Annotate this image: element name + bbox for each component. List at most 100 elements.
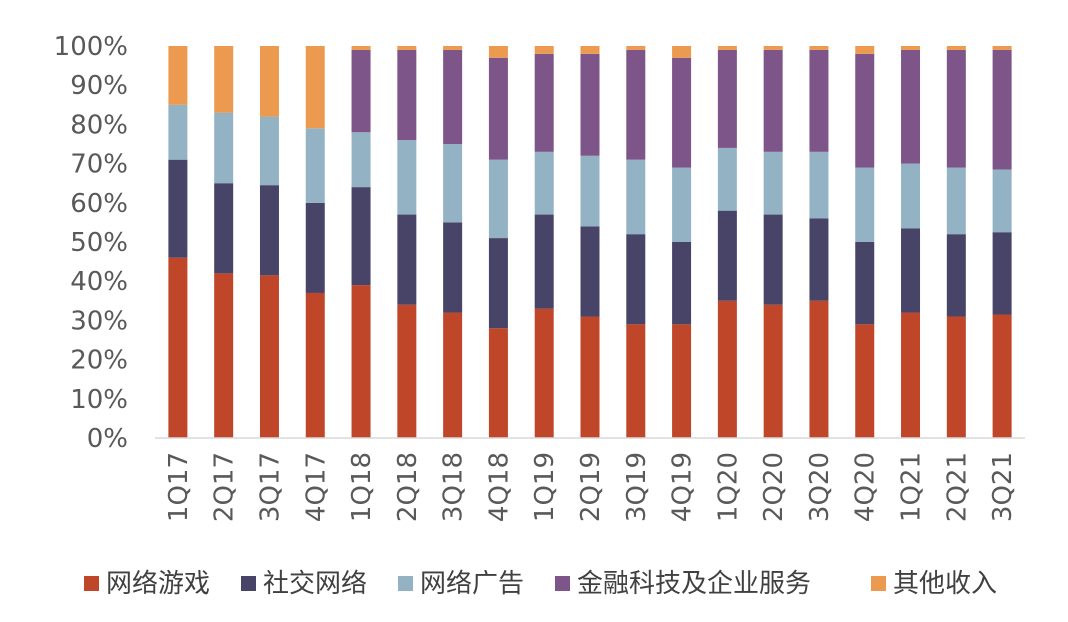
x-tick-label: 4Q19 xyxy=(668,452,698,522)
bar-segment-1Q21-2 xyxy=(901,163,921,229)
bar-segment-2Q17-0 xyxy=(214,273,234,438)
bars-layer xyxy=(168,46,1012,438)
bar-segment-1Q20-3 xyxy=(717,49,737,148)
legend-swatch xyxy=(241,576,256,591)
y-tick-label: 0% xyxy=(87,424,128,454)
bar-segment-1Q18-4 xyxy=(351,46,371,50)
bar-segment-3Q18-3 xyxy=(443,49,463,144)
y-tick-label: 80% xyxy=(70,110,128,140)
x-tick-label: 1Q19 xyxy=(530,452,560,522)
bar-segment-4Q19-3 xyxy=(672,57,692,168)
x-tick-label: 2Q20 xyxy=(759,452,789,522)
bar-segment-4Q17-2 xyxy=(305,128,325,203)
bar-segment-1Q18-3 xyxy=(351,49,371,133)
bar-segment-1Q19-0 xyxy=(534,308,554,438)
bar-segment-3Q19-3 xyxy=(626,49,646,160)
bar-segment-4Q17-4 xyxy=(305,46,325,129)
bar-segment-4Q19-4 xyxy=(672,46,692,58)
bar-segment-3Q21-4 xyxy=(992,46,1012,50)
bar-segment-3Q20-2 xyxy=(809,151,829,219)
bar-segment-4Q20-2 xyxy=(855,167,875,242)
bar-segment-1Q17-1 xyxy=(168,159,188,258)
bar-segment-2Q19-4 xyxy=(580,46,600,54)
bar-segment-4Q20-3 xyxy=(855,53,875,168)
y-tick-label: 30% xyxy=(70,306,128,336)
bar-segment-4Q18-0 xyxy=(488,328,508,438)
bar-segment-1Q19-2 xyxy=(534,151,554,215)
x-tick-label: 2Q21 xyxy=(942,452,972,522)
x-tick-label: 2Q19 xyxy=(576,452,606,522)
bar-segment-4Q17-1 xyxy=(305,202,325,293)
bar-segment-1Q18-0 xyxy=(351,285,371,438)
bar-segment-3Q20-3 xyxy=(809,49,829,152)
bar-segment-4Q20-4 xyxy=(855,46,875,54)
bar-segment-2Q20-2 xyxy=(763,151,783,215)
bar-segment-2Q21-4 xyxy=(946,46,966,50)
y-tick-label: 40% xyxy=(70,267,128,297)
bar-segment-4Q18-4 xyxy=(488,46,508,58)
bar-segment-4Q18-1 xyxy=(488,238,508,329)
bar-segment-2Q20-3 xyxy=(763,49,783,152)
bar-segment-2Q19-2 xyxy=(580,155,600,227)
bar-segment-3Q21-2 xyxy=(992,169,1012,233)
bar-segment-2Q20-1 xyxy=(763,214,783,305)
bar-segment-1Q21-4 xyxy=(901,46,921,50)
x-tick-label: 1Q18 xyxy=(347,452,377,522)
bar-segment-3Q20-0 xyxy=(809,300,829,438)
bar-segment-4Q19-0 xyxy=(672,324,692,438)
bar-segment-3Q20-4 xyxy=(809,46,829,50)
x-tick-label: 3Q19 xyxy=(622,452,652,522)
legend-label: 社交网络 xyxy=(263,569,367,599)
bar-segment-2Q17-4 xyxy=(214,46,234,113)
x-tick-label: 2Q18 xyxy=(393,452,423,522)
bar-segment-3Q18-4 xyxy=(443,46,463,50)
legend-label: 网络游戏 xyxy=(106,569,210,599)
bar-segment-3Q21-0 xyxy=(992,314,1012,438)
bar-segment-1Q21-3 xyxy=(901,49,921,164)
bar-segment-1Q20-2 xyxy=(717,147,737,211)
legend-label: 金融科技及企业服务 xyxy=(577,569,811,599)
x-tick-label: 1Q20 xyxy=(713,452,743,522)
bar-segment-1Q17-4 xyxy=(168,46,188,105)
bar-segment-3Q21-3 xyxy=(992,49,1012,170)
bar-segment-4Q18-2 xyxy=(488,159,508,239)
bar-segment-2Q21-3 xyxy=(946,49,966,168)
bar-segment-1Q20-4 xyxy=(717,46,737,50)
x-tick-label: 1Q21 xyxy=(897,452,927,522)
bar-segment-2Q21-2 xyxy=(946,167,966,235)
legend-label: 其他收入 xyxy=(893,569,997,599)
x-tick-label: 1Q17 xyxy=(164,452,194,522)
bar-segment-1Q19-1 xyxy=(534,214,554,309)
legend-swatch xyxy=(398,576,413,591)
bar-segment-3Q18-0 xyxy=(443,312,463,438)
bar-segment-2Q20-0 xyxy=(763,304,783,438)
y-axis-tick-labels: 0% 10% 20% 30% 40% 50% 60% 70% 80% 90% 100% xyxy=(54,32,128,454)
x-tick-label: 4Q18 xyxy=(484,452,514,522)
legend: 网络游戏 社交网络 网络广告 金融科技及企业服务 其他收入 xyxy=(84,569,997,599)
bar-segment-1Q20-0 xyxy=(717,300,737,438)
bar-segment-2Q19-0 xyxy=(580,316,600,438)
bar-segment-2Q21-0 xyxy=(946,316,966,438)
bar-segment-1Q17-2 xyxy=(168,104,188,160)
bar-segment-2Q17-2 xyxy=(214,112,234,184)
bar-segment-1Q19-4 xyxy=(534,46,554,54)
bar-segment-2Q18-1 xyxy=(397,214,417,305)
legend-label: 网络广告 xyxy=(420,569,524,599)
bar-segment-4Q20-0 xyxy=(855,324,875,438)
x-axis-tick-labels: 1Q17 2Q17 3Q17 4Q17 1Q18 2Q18 3Q18 4Q18 1Q19 2Q19… xyxy=(164,452,1018,522)
bar-segment-2Q17-1 xyxy=(214,183,234,274)
bar-segment-4Q19-2 xyxy=(672,167,692,242)
bar-segment-1Q21-0 xyxy=(901,312,921,438)
y-tick-label: 20% xyxy=(70,346,128,376)
bar-segment-3Q19-4 xyxy=(626,46,646,50)
bar-segment-4Q20-1 xyxy=(855,242,875,325)
bar-segment-2Q19-1 xyxy=(580,226,600,317)
bar-segment-1Q19-3 xyxy=(534,53,554,152)
bar-segment-2Q21-1 xyxy=(946,234,966,317)
x-tick-label: 4Q20 xyxy=(851,452,881,522)
bar-segment-1Q18-2 xyxy=(351,132,371,188)
bar-segment-3Q17-2 xyxy=(259,116,279,186)
bar-segment-4Q18-3 xyxy=(488,57,508,160)
bar-segment-3Q21-1 xyxy=(992,232,1012,315)
